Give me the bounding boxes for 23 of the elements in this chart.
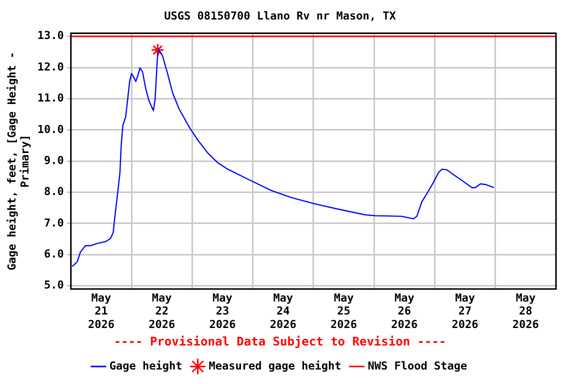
y-tick-label: 9.0	[44, 154, 64, 167]
y-tick-label: 6.0	[44, 248, 64, 261]
y-tick-label: 8.0	[44, 185, 64, 198]
x-tick-label: May 27 2026	[452, 291, 479, 331]
x-tick-label: May 26 2026	[391, 291, 418, 331]
x-tick-label: May 23 2026	[209, 291, 236, 331]
y-tick-label: 12.0	[37, 60, 64, 74]
legend-label: NWS Flood Stage	[368, 359, 468, 372]
y-tick-label: 11.0	[37, 92, 64, 105]
x-tick-label: May 22 2026	[148, 291, 176, 331]
legend-label: Measured gage height	[208, 359, 342, 372]
x-tick-label: May 28 2026	[512, 291, 540, 331]
chart-title: USGS 08150700 Llano Rv nr Mason, TX	[164, 9, 396, 22]
legend-label: Gage height	[109, 359, 182, 372]
x-tick-label: May 24 2026	[270, 291, 297, 331]
text: ---- Provisional Data Subject to Revision ----	[114, 334, 446, 349]
x-tick-label: May 21 2026	[88, 291, 115, 331]
y-tick-label: 10.0	[37, 122, 64, 136]
y-tick-label: 7.0	[44, 216, 64, 230]
x-tick-label: May 25 2026	[330, 291, 358, 331]
y-tick-label: 13.0	[37, 29, 64, 42]
y-axis-title: Gage height, feet, [Gage Height - Primary]	[5, 52, 32, 270]
y-tick-label: 5.0	[44, 278, 64, 292]
